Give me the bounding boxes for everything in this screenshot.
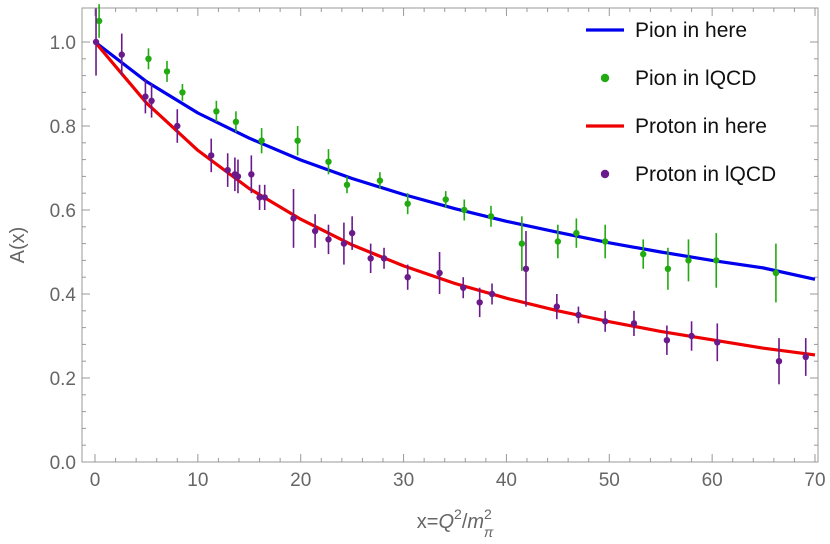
data-point — [688, 332, 695, 340]
x-tick-label: 30 — [393, 470, 414, 491]
data-point — [248, 171, 255, 178]
data-point — [311, 227, 319, 235]
data-point — [367, 255, 374, 262]
data-point — [256, 194, 263, 201]
data-point — [145, 55, 152, 62]
data-point — [487, 213, 495, 220]
data-point — [340, 240, 348, 247]
data-point — [518, 240, 526, 247]
legend-swatch-point — [600, 169, 610, 179]
data-point — [232, 118, 240, 126]
x-axis-label-var: Q — [438, 511, 454, 533]
data-point — [148, 97, 155, 105]
y-tick-label: 0.2 — [50, 369, 76, 390]
data-point — [640, 250, 647, 258]
x-axis-label-den-sup: 2 — [484, 506, 492, 522]
data-point — [573, 229, 580, 237]
data-point — [92, 38, 100, 46]
data-point — [601, 238, 609, 245]
data-point — [554, 238, 562, 245]
data-point — [348, 229, 356, 237]
x-axis-label-den-sub: π — [484, 524, 494, 540]
y-tick-label: 0.6 — [50, 201, 76, 222]
data-point — [142, 93, 149, 100]
data-point — [208, 152, 215, 159]
data-point — [261, 194, 268, 201]
legend-swatch-point — [600, 73, 610, 83]
plot-frame — [81, 7, 819, 463]
data-point — [775, 358, 783, 365]
data-point — [553, 303, 561, 310]
axes: 0 10 20 30 40 50 60 70 0.0 0.2 0.4 0.6 0.8 1.0 — [50, 7, 826, 491]
series-line-2 — [93, 40, 816, 357]
data-point — [294, 137, 301, 144]
x-axis-label-sep: / — [462, 511, 468, 533]
x-tick-label: 70 — [804, 470, 825, 491]
data-point — [380, 255, 388, 262]
data-point — [663, 337, 671, 344]
x-axis-label: x=Q2/m2 π — [417, 506, 494, 540]
data-point — [343, 181, 351, 188]
data-point — [163, 68, 171, 75]
data-point — [118, 51, 125, 58]
data-point — [522, 265, 530, 272]
data-point — [713, 257, 720, 264]
legend-label: Proton in here — [635, 115, 767, 138]
legend-label: Pion in here — [635, 19, 747, 42]
data-point — [436, 269, 443, 277]
data-point — [404, 274, 411, 281]
data-point — [213, 108, 220, 115]
y-tick-label: 0.4 — [50, 285, 77, 306]
data-point — [802, 353, 809, 361]
y-axis-label: A(x) — [7, 227, 29, 264]
data-point — [95, 17, 103, 25]
data-point — [404, 200, 411, 207]
x-axis-label-sup: 2 — [454, 506, 462, 522]
data-point — [575, 311, 582, 319]
x-tick-label: 50 — [599, 470, 620, 491]
data-point — [460, 284, 467, 291]
data-point — [461, 206, 468, 214]
legend-label: Proton in lQCD — [635, 163, 776, 186]
x-tick-label: 60 — [702, 470, 723, 491]
y-tick-label: 1.0 — [50, 33, 76, 54]
x-tick-label: 0 — [90, 470, 101, 491]
data-point — [258, 137, 265, 144]
data-point — [325, 158, 332, 165]
data-point — [174, 122, 181, 130]
data-point — [664, 265, 672, 272]
legend: Pion in here Pion in lQCD Proton in here Pr… — [586, 19, 776, 186]
data-point — [325, 236, 332, 243]
data-point — [442, 196, 449, 203]
x-tick-label: 40 — [496, 470, 517, 491]
legend-label: Pion in lQCD — [635, 67, 756, 90]
data-point — [224, 166, 231, 174]
series-line-0 — [94, 40, 816, 281]
data-point — [488, 290, 496, 298]
data-point — [601, 318, 609, 325]
x-axis-label-den: m — [467, 511, 484, 533]
data-point — [630, 320, 638, 327]
y-tick-label: 0.0 — [50, 453, 76, 474]
data-point — [179, 89, 186, 96]
x-axis-label-prefix: x= — [417, 511, 439, 533]
data-point — [376, 177, 384, 184]
data-point — [476, 299, 483, 306]
data-point — [234, 173, 242, 180]
data-point — [772, 269, 780, 277]
y-tick-label: 0.8 — [50, 117, 76, 138]
data-point — [290, 215, 297, 222]
x-tick-label: 10 — [187, 470, 208, 491]
series-lines — [93, 40, 816, 357]
data-point — [685, 257, 692, 264]
x-tick-label: 20 — [290, 470, 311, 491]
data-point — [714, 339, 721, 346]
series-points — [92, 4, 809, 385]
